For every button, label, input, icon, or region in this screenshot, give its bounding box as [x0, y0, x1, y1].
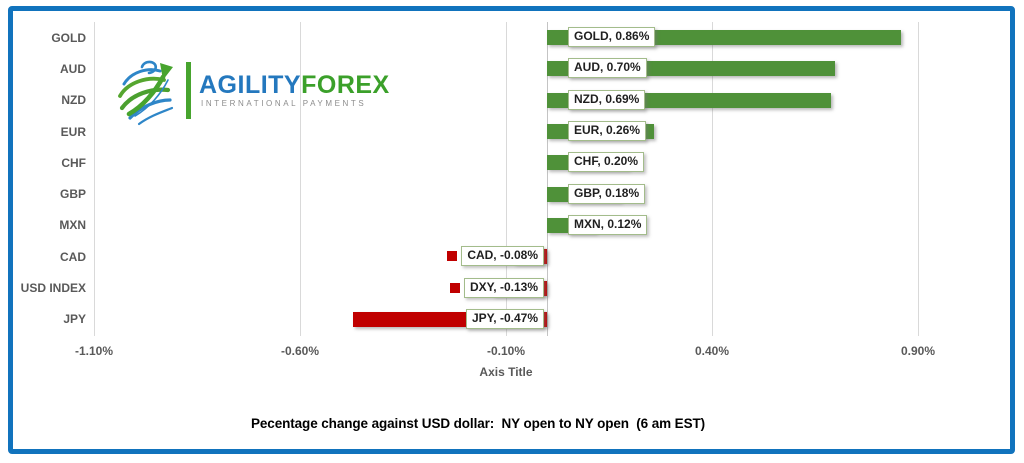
category-label: JPY — [63, 312, 86, 326]
data-label-box: EUR, 0.26% — [568, 121, 647, 141]
logo-divider — [186, 62, 191, 119]
x-tick-label: 0.90% — [900, 344, 936, 358]
data-label: AUD, 0.70% — [568, 58, 647, 78]
logo-word-agility: AGILITY — [199, 71, 302, 99]
x-tick-label: 0.40% — [694, 344, 730, 358]
legend-key-square — [449, 283, 460, 293]
data-label-box: AUD, 0.70% — [568, 58, 647, 78]
category-label: EUR — [60, 125, 86, 139]
data-label: NZD, 0.69% — [568, 90, 646, 110]
category-label: MXN — [59, 218, 86, 232]
logo-tagline: INTERNATIONAL PAYMENTS — [201, 99, 367, 108]
data-label-box: NZD, 0.69% — [568, 90, 646, 110]
data-label: CHF, 0.20% — [568, 152, 645, 172]
data-label-box: GOLD, 0.86% — [568, 27, 656, 47]
chart-caption: Pecentage change against USD dollar: NY … — [250, 416, 706, 431]
data-label-box: DXY, -0.13% — [463, 278, 544, 298]
data-label: MXN, 0.12% — [568, 215, 648, 235]
blue-border-frame — [8, 6, 1015, 454]
globe-arrow-icon — [118, 60, 174, 126]
x-tick-label: -0.60% — [280, 344, 320, 358]
data-label: DXY, -0.13% — [449, 278, 544, 298]
x-gridline — [506, 22, 507, 336]
category-label: GBP — [59, 187, 86, 201]
category-label: USD INDEX — [20, 281, 86, 295]
x-gridline — [300, 22, 301, 336]
legend-key-square — [451, 314, 462, 324]
data-label: GOLD, 0.86% — [568, 27, 656, 47]
logo-wordmark: AGILITYFOREX — [199, 71, 390, 100]
x-gridline — [94, 22, 95, 336]
x-axis-title: Axis Title — [479, 365, 533, 379]
logo-word-forex: FOREX — [301, 71, 390, 99]
x-tick-label: -1.10% — [74, 344, 114, 358]
data-label: CAD, -0.08% — [447, 246, 544, 266]
data-label: JPY, -0.47% — [451, 309, 544, 329]
zero-axis-line — [547, 22, 548, 336]
x-gridline — [918, 22, 919, 336]
data-label: GBP, 0.18% — [568, 184, 646, 204]
category-label: AUD — [60, 62, 86, 76]
category-label: NZD — [61, 93, 86, 107]
category-label: CHF — [61, 156, 86, 170]
category-label: GOLD — [51, 31, 86, 45]
data-label-box: GBP, 0.18% — [568, 184, 646, 204]
data-label-box: CHF, 0.20% — [568, 152, 645, 172]
x-tick-label: -0.10% — [486, 344, 526, 358]
data-label-box: CAD, -0.08% — [461, 246, 544, 266]
x-gridline — [712, 22, 713, 336]
agilityforex-logo: AGILITYFOREX INTERNATIONAL PAYMENTS — [115, 54, 395, 126]
data-label-box: MXN, 0.12% — [568, 215, 648, 235]
data-label: EUR, 0.26% — [568, 121, 647, 141]
legend-key-square — [447, 251, 458, 261]
data-label-box: JPY, -0.47% — [465, 309, 544, 329]
category-label: CAD — [60, 250, 86, 264]
